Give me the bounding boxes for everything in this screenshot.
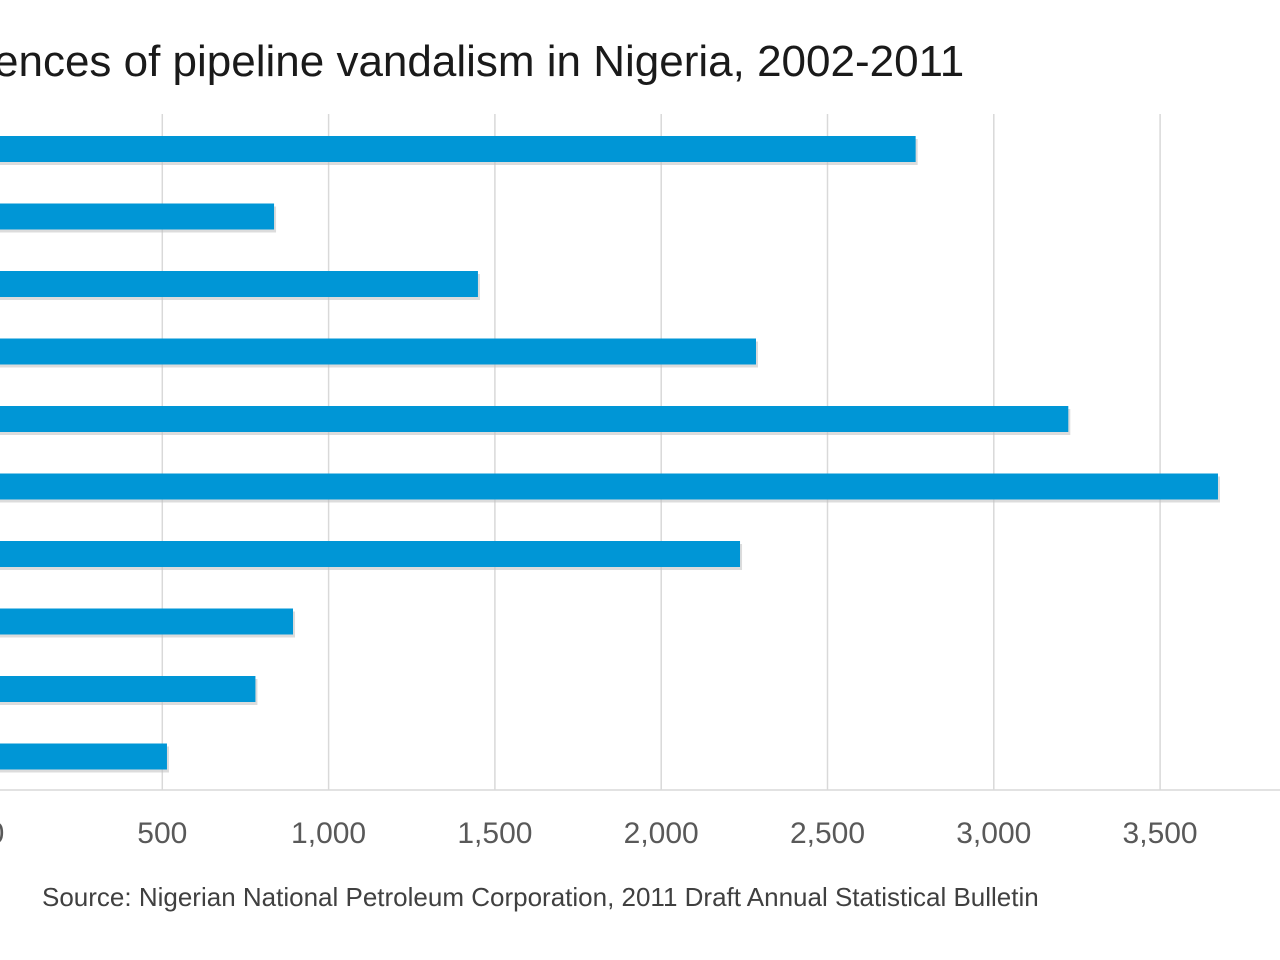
bar: [0, 406, 1069, 432]
bar: [0, 541, 741, 567]
bars: [0, 136, 1220, 773]
bar: [0, 338, 756, 365]
x-tick-label: 1,500: [457, 817, 532, 850]
x-tick-label: 1,000: [291, 817, 366, 850]
gridlines: [161, 114, 1161, 790]
bar: [0, 271, 478, 297]
source-note: Source: Nigerian National Petroleum Corp…: [42, 882, 1039, 912]
chart-title: ences of pipeline vandalism in Nigeria, …: [0, 37, 964, 86]
bar: [0, 743, 167, 770]
x-tick-label: 3,000: [956, 817, 1031, 850]
bar: [0, 136, 916, 162]
bar: [0, 473, 1218, 500]
bar: [0, 608, 294, 635]
x-axis-ticks: 0 500 1,000 1,500 2,000 2,500 3,000 3,500: [0, 817, 1198, 850]
x-tick-label: 3,500: [1123, 817, 1198, 850]
x-tick-label: 2,000: [624, 817, 699, 850]
bar: [0, 676, 256, 702]
x-tick-label: 500: [137, 817, 187, 850]
x-tick-label: 0: [0, 817, 4, 850]
bar: [0, 203, 275, 230]
x-tick-label: 2,500: [790, 817, 865, 850]
